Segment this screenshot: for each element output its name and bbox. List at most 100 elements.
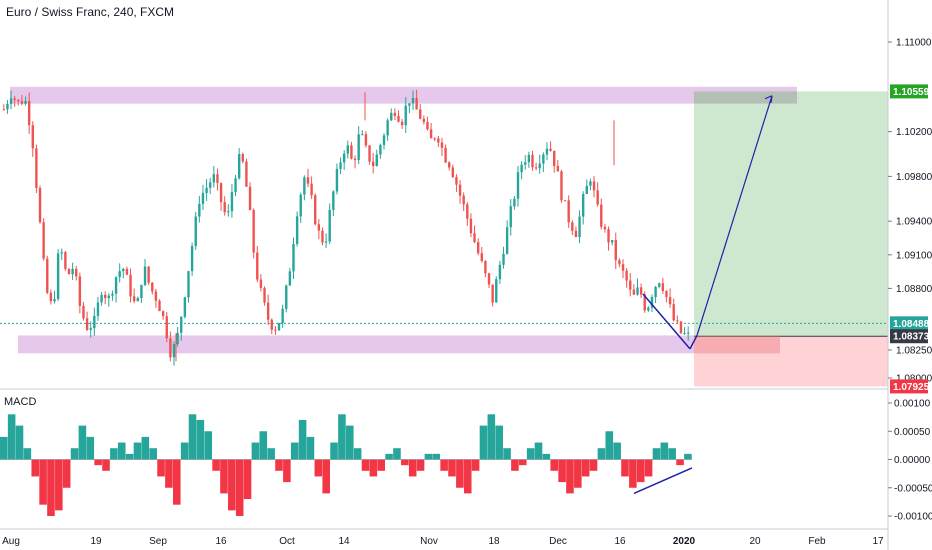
candle-body xyxy=(574,230,578,238)
macd-bar xyxy=(519,459,527,466)
x-tick-label: 2020 xyxy=(673,536,696,547)
candle-body xyxy=(49,292,53,302)
candle-body xyxy=(654,286,657,298)
macd-title: MACD xyxy=(4,396,36,408)
y-tick-label: 1.09100 xyxy=(896,250,932,261)
candle-body xyxy=(227,211,230,213)
macd-bar xyxy=(188,414,197,460)
candle-body xyxy=(426,121,429,130)
macd-bar xyxy=(228,459,236,511)
macd-bar xyxy=(251,442,260,460)
candle-body xyxy=(679,321,683,334)
macd-y-tick-label: 0.00050 xyxy=(894,427,931,438)
candle-body xyxy=(379,144,382,155)
candle-body xyxy=(321,230,324,243)
candle-body xyxy=(205,187,208,194)
candle-body xyxy=(35,148,38,189)
macd-bar xyxy=(212,459,220,471)
price-divergence-line xyxy=(689,335,698,350)
macd-bar xyxy=(55,459,63,511)
candle-body xyxy=(415,97,418,110)
candle-body xyxy=(277,323,281,331)
candle-body xyxy=(527,154,531,163)
macd-y-tick-label: -0.00050 xyxy=(894,483,932,494)
candle-body xyxy=(563,200,567,202)
macd-bar xyxy=(62,459,71,488)
macd-bar xyxy=(542,453,551,460)
price-tag xyxy=(890,379,928,394)
candle-body xyxy=(24,100,27,104)
macd-bar xyxy=(432,453,441,460)
macd-bar xyxy=(361,459,370,471)
macd-bar xyxy=(173,459,181,505)
candle-body xyxy=(107,295,111,299)
candle-body xyxy=(75,268,78,277)
macd-bar xyxy=(393,448,401,460)
candle-body xyxy=(411,97,415,104)
candle-body xyxy=(111,293,114,296)
candle-body xyxy=(350,145,353,159)
candle-body xyxy=(484,260,487,274)
candle-body xyxy=(172,344,176,358)
candle-body xyxy=(592,181,596,191)
candle-body xyxy=(46,258,49,293)
candle-body xyxy=(513,198,516,207)
x-tick-label: 20 xyxy=(749,536,761,547)
price-divergence-line xyxy=(642,293,691,350)
candle-body xyxy=(136,298,139,302)
candle-body xyxy=(96,302,100,316)
candle-body xyxy=(219,183,223,203)
candle-body xyxy=(451,167,455,178)
candle-body xyxy=(361,134,364,136)
candle-body xyxy=(53,299,56,302)
candle-body xyxy=(498,264,502,280)
candle-body xyxy=(248,186,252,211)
candle-body xyxy=(100,294,103,303)
candle-body xyxy=(158,300,161,312)
candle-body xyxy=(310,183,313,196)
macd-bar xyxy=(110,448,118,460)
candle-body xyxy=(545,148,549,155)
x-tick-label: Oct xyxy=(279,536,295,547)
x-tick-label: 16 xyxy=(215,536,227,547)
y-tick-label: 1.10200 xyxy=(896,127,932,138)
candle-body xyxy=(13,98,16,100)
macd-bar xyxy=(78,425,87,460)
projection-arrowhead xyxy=(764,95,773,103)
candle-body xyxy=(270,319,273,330)
candle-body xyxy=(335,168,339,192)
macd-bar xyxy=(15,425,24,460)
candle-body xyxy=(176,332,179,345)
macd-y-tick-label: 0.00100 xyxy=(894,399,931,410)
macd-bar xyxy=(235,459,244,516)
macd-bar xyxy=(448,459,456,477)
candle-body xyxy=(516,172,520,199)
candle-body xyxy=(368,145,371,162)
candle-body xyxy=(614,240,617,261)
zone-resistance xyxy=(10,86,797,104)
candle-body xyxy=(9,98,13,104)
candle-body xyxy=(686,332,690,334)
x-tick-label: 17 xyxy=(872,536,884,547)
macd-bar xyxy=(133,442,142,460)
candle-body xyxy=(676,320,679,322)
price-tag-label: 1.10559 xyxy=(893,87,930,98)
candle-body xyxy=(661,283,665,291)
candle-body xyxy=(458,184,462,196)
y-tick-label: 1.08000 xyxy=(896,374,932,385)
projection-arrow xyxy=(696,95,773,336)
macd-bar xyxy=(31,459,40,477)
candle-body xyxy=(495,279,498,303)
macd-bar xyxy=(346,425,354,460)
candle-body xyxy=(625,270,628,281)
macd-y-tick-label: -0.00100 xyxy=(894,512,932,523)
candle-body xyxy=(256,252,259,280)
candle-body xyxy=(469,218,473,234)
candle-body xyxy=(104,294,107,299)
candle-body xyxy=(429,129,433,139)
candle-body xyxy=(64,252,67,269)
candle-body xyxy=(129,274,132,297)
candle-body xyxy=(252,210,255,253)
candle-body xyxy=(346,145,350,154)
candle-body xyxy=(342,153,346,163)
